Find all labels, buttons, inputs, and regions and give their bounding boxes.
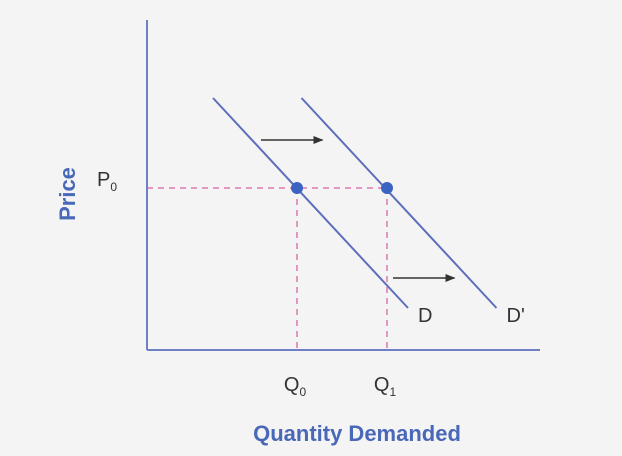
x-tick-label-q0: Q0 bbox=[284, 374, 307, 399]
points-layer bbox=[291, 182, 393, 194]
ticks-layer: Q0 Q1 P0 bbox=[97, 169, 396, 399]
demand-curve-d bbox=[212, 97, 409, 309]
demand-point-1 bbox=[291, 182, 303, 194]
demand-curve-d-prime-label: D' bbox=[507, 305, 525, 327]
x-axis-label: Quantity Demanded bbox=[253, 421, 461, 446]
y-tick-label-p0: P0 bbox=[97, 169, 117, 194]
y-axis-label: Price bbox=[55, 167, 80, 221]
demand-curve-d-label: D bbox=[418, 305, 432, 327]
demand-point-2 bbox=[381, 182, 393, 194]
x-tick-label-q1: Q1 bbox=[374, 374, 397, 399]
guides-layer bbox=[147, 187, 388, 350]
demand-curve-d-prime bbox=[300, 97, 498, 309]
curves-layer: D D' bbox=[212, 97, 525, 327]
arrows-layer bbox=[261, 136, 456, 282]
